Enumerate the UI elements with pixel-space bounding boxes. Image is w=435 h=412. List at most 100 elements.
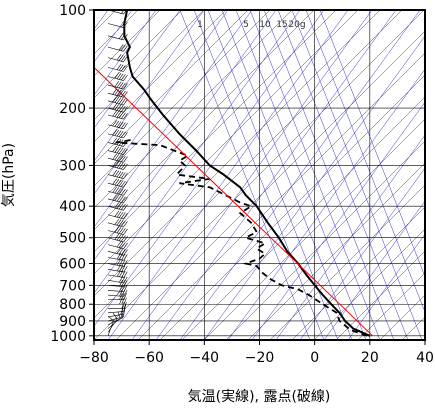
barb-flag bbox=[116, 54, 122, 61]
adiabat-line bbox=[131, 10, 373, 340]
adiabat-line bbox=[94, 10, 277, 261]
barb-flag bbox=[116, 162, 122, 169]
barb-flag bbox=[114, 110, 120, 117]
barb-flag bbox=[116, 97, 122, 104]
wind-barb bbox=[107, 301, 127, 309]
barb-flag bbox=[118, 97, 124, 104]
wind-barb bbox=[107, 54, 128, 63]
barb-staff bbox=[107, 100, 124, 106]
barb-flag bbox=[123, 140, 128, 147]
barb-flag bbox=[123, 242, 128, 249]
barb-flag bbox=[118, 171, 124, 178]
barb-flag bbox=[123, 123, 128, 130]
barb-flag bbox=[114, 72, 120, 79]
barb-flag bbox=[118, 54, 124, 61]
y-tick-label: 300 bbox=[59, 158, 86, 174]
barb-flag bbox=[123, 148, 128, 155]
barb-flag bbox=[123, 304, 127, 312]
barb-flag bbox=[123, 213, 128, 220]
barb-flag bbox=[112, 129, 117, 136]
wind-barb bbox=[107, 218, 128, 228]
wind-barb bbox=[107, 145, 128, 155]
barb-staff bbox=[107, 190, 124, 196]
barb-flag bbox=[123, 276, 128, 284]
barb-flag bbox=[112, 145, 117, 152]
isotherm-line bbox=[94, 10, 183, 99]
dewpoint-line bbox=[115, 138, 368, 337]
wind-barb bbox=[107, 233, 128, 243]
barb-flag bbox=[118, 131, 124, 138]
wind-barb bbox=[107, 63, 128, 72]
isotherm-line bbox=[94, 10, 315, 231]
barb-flag bbox=[118, 196, 124, 203]
barb-staff bbox=[107, 230, 124, 235]
barb-flag bbox=[118, 203, 124, 210]
barb-staff bbox=[107, 107, 124, 113]
x-tick-label: −40 bbox=[190, 350, 220, 366]
mixing-ratio-line bbox=[207, 10, 339, 340]
barb-flag bbox=[118, 139, 124, 146]
barb-staff bbox=[107, 279, 124, 284]
barb-flag bbox=[116, 121, 122, 128]
mixing-ratio-label: 20g bbox=[288, 20, 305, 30]
barb-staff bbox=[107, 165, 124, 170]
barb-flag bbox=[119, 259, 124, 266]
isotherm-line bbox=[94, 10, 205, 121]
barb-staff bbox=[107, 142, 124, 147]
wind-barb bbox=[107, 88, 128, 98]
isotherm-line bbox=[181, 96, 425, 340]
mixing-ratio-label: 5 bbox=[243, 20, 249, 30]
barb-flag bbox=[123, 189, 128, 196]
barb-staff bbox=[107, 316, 124, 322]
barb-staff bbox=[107, 67, 124, 72]
isotherm-line bbox=[357, 272, 425, 340]
barb-flag bbox=[114, 187, 120, 194]
barb-flag bbox=[121, 65, 126, 72]
mixing-ratio-line bbox=[263, 10, 395, 340]
barb-flag bbox=[123, 21, 128, 28]
barb-flag bbox=[114, 146, 120, 153]
wind-barb bbox=[107, 129, 128, 139]
adiabat-line bbox=[94, 10, 157, 96]
mixing-ratio-labels: 1 5 10 15 20g bbox=[197, 20, 305, 30]
wind-barb bbox=[107, 169, 128, 179]
barb-flag bbox=[116, 187, 122, 194]
barb-flag bbox=[112, 153, 117, 160]
barb-flag bbox=[123, 132, 128, 139]
barb-flag bbox=[112, 88, 117, 95]
barb-flag bbox=[118, 147, 124, 154]
barb-flag bbox=[118, 155, 124, 162]
barb-staff bbox=[107, 257, 124, 261]
barb-flag bbox=[123, 265, 128, 273]
barb-flag bbox=[121, 203, 126, 210]
barb-flag bbox=[114, 120, 120, 127]
barb-flag bbox=[112, 178, 117, 185]
x-axis: −80 −60 −40 −20 0 20 40 bbox=[79, 340, 434, 366]
y-tick-label: 200 bbox=[59, 101, 86, 117]
barb-flag bbox=[112, 103, 117, 110]
barb-flag bbox=[114, 210, 120, 217]
adiabat-line bbox=[94, 10, 205, 162]
adiabat-line bbox=[94, 10, 229, 195]
mixing-ratio-label: 1 bbox=[197, 20, 203, 30]
y-tick-label: 900 bbox=[59, 314, 86, 330]
isotherm-line bbox=[269, 184, 425, 340]
barb-flag bbox=[112, 96, 117, 103]
barb-flag bbox=[118, 219, 124, 226]
adiabat-line bbox=[94, 10, 181, 129]
barb-staff bbox=[107, 222, 124, 228]
adiabat-line bbox=[107, 10, 349, 340]
barb-flag bbox=[116, 81, 122, 88]
barb-flag bbox=[119, 279, 123, 287]
barb-flag bbox=[121, 280, 126, 287]
barb-flag bbox=[116, 130, 122, 137]
barb-flag bbox=[121, 271, 126, 278]
adiabat-line bbox=[203, 35, 425, 340]
adiabat-line bbox=[251, 101, 425, 340]
barb-flag bbox=[116, 241, 122, 248]
adiabat-line bbox=[227, 68, 425, 340]
mixing-ratio-line bbox=[249, 10, 381, 340]
temperature-line bbox=[123, 10, 371, 337]
isotherm-line bbox=[94, 10, 359, 275]
